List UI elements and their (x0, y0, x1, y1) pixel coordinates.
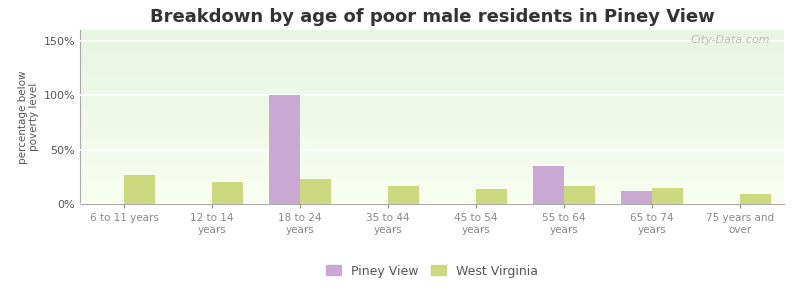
Bar (622, 191, 652, 204)
Bar (388, 185, 419, 204)
Bar (534, 166, 564, 204)
Legend: Piney View, West Virginia: Piney View, West Virginia (322, 261, 542, 281)
Bar (740, 194, 770, 204)
Y-axis label: percentage below
poverty level: percentage below poverty level (18, 70, 39, 164)
Bar (124, 175, 155, 204)
Bar (300, 179, 331, 204)
Text: City-Data.com: City-Data.com (690, 35, 770, 45)
Bar (212, 182, 243, 204)
Bar (652, 188, 682, 204)
Bar (269, 95, 300, 204)
Title: Breakdown by age of poor male residents in Piney View: Breakdown by age of poor male residents … (150, 8, 714, 26)
Bar (476, 189, 507, 204)
Bar (564, 185, 594, 204)
